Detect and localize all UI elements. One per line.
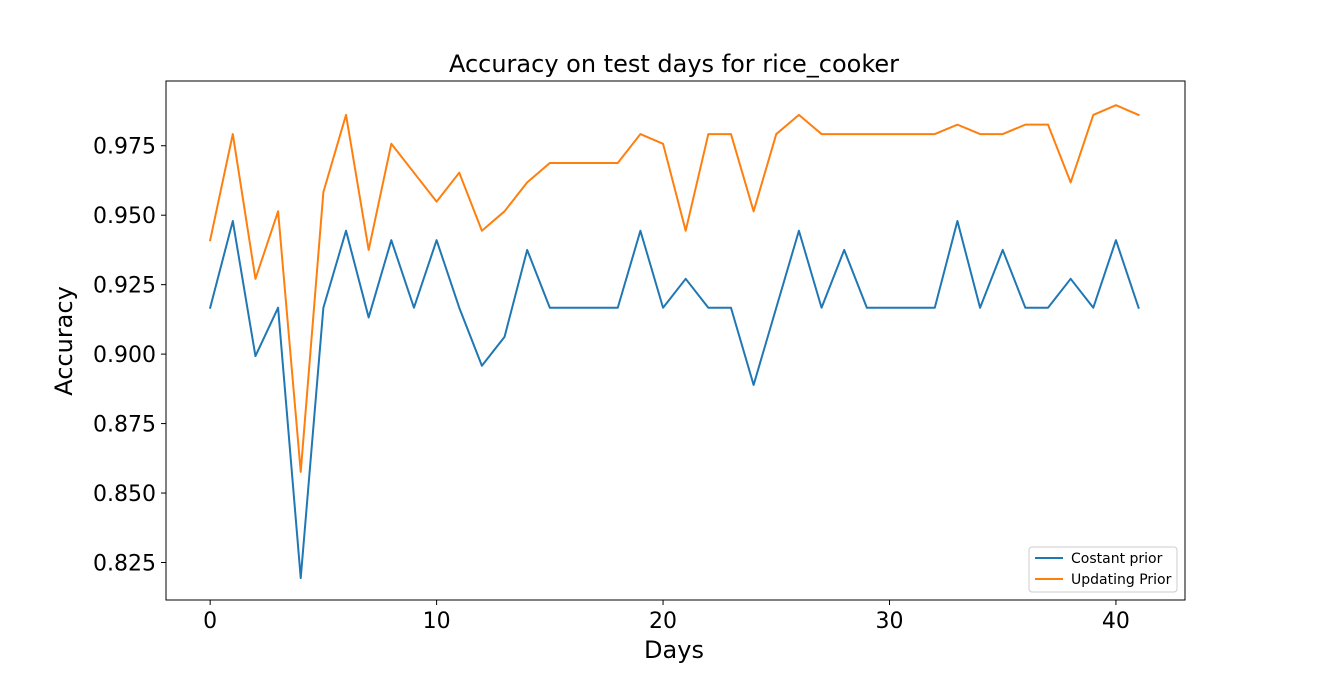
series-line-0 [208, 220, 1140, 580]
legend: Costant prior Updating Prior [1028, 546, 1178, 593]
x-axis-label: Days [644, 636, 704, 664]
chart-title: Accuracy on test days for rice_cooker [449, 50, 899, 78]
legend-box [1028, 546, 1178, 593]
plot-frame [165, 80, 1186, 601]
y-axis-label: Accuracy [50, 286, 78, 396]
legend-label-0: Costant prior [1071, 551, 1163, 567]
x-tick-label: 40 [1102, 609, 1130, 634]
y-tick-label: 0.925 [93, 274, 156, 299]
plot-area: 0 10 20 30 40 0.825 0.850 0.875 0.900 0.925 0.950 0… [93, 80, 1186, 634]
y-tick-label: 0.975 [93, 135, 156, 160]
legend-label-1: Updating Prior [1071, 572, 1172, 588]
x-tick-label: 30 [875, 609, 903, 634]
x-tick-label: 0 [203, 609, 217, 634]
x-tick-label: 10 [423, 609, 451, 634]
y-tick-label: 0.875 [93, 413, 156, 438]
y-tick-label: 0.900 [93, 343, 156, 368]
y-tick-label: 0.825 [93, 551, 156, 576]
y-tick-label: 0.950 [93, 204, 156, 229]
x-tick-label: 20 [649, 609, 677, 634]
y-tick-label: 0.850 [93, 482, 156, 507]
series-line-1 [208, 104, 1140, 473]
